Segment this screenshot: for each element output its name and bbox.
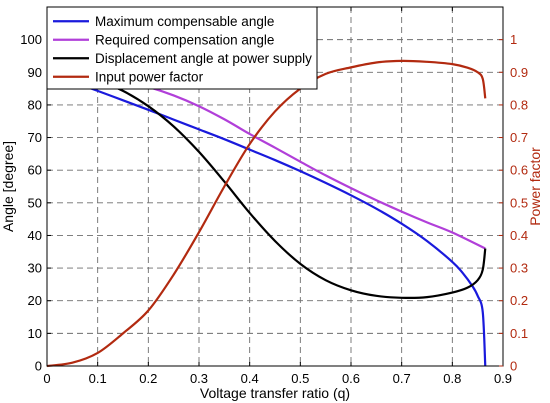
- x-tick-label: 0.6: [342, 371, 360, 386]
- y2-tick-label: 0.6: [510, 163, 528, 178]
- y-tick-label: 60: [28, 163, 42, 178]
- x-tick-labels: 0 0.1 0.2 0.3 0.4 0.5 0.6 0.7 0.8 0.9: [43, 371, 512, 386]
- series-line-input-power-factor: [46, 59, 487, 368]
- series-lines: [46, 59, 487, 368]
- legend-label-displacement-angle-at-power-supply: Displacement angle at power supply: [95, 51, 312, 66]
- y2-tick-label: 0.1: [510, 326, 528, 341]
- x-tick-label: 0.2: [139, 371, 157, 386]
- y-tick-label: 40: [28, 228, 42, 243]
- series-line-maximum-compensable-angle: [46, 71, 487, 367]
- x-axis-title: Voltage transfer ratio (q): [200, 385, 350, 401]
- x-tick-label: 0.9: [494, 371, 512, 386]
- series-line-required-compensation-angle: [46, 71, 486, 250]
- y-tick-label: 20: [28, 293, 42, 308]
- x-tick-label: 0: [43, 371, 50, 386]
- y2-tick-label: 0.2: [510, 293, 528, 308]
- legend-label-required-compensation-angle: Required compensation angle: [95, 32, 274, 47]
- y-tick-label: 100: [20, 32, 42, 47]
- y2-tick-labels: 0 0.1 0.2 0.3 0.4 0.5 0.6 0.7 0.8 0.9 1: [510, 32, 528, 373]
- legend-label-maximum-compensable-angle: Maximum compensable angle: [95, 14, 274, 29]
- y2-tick-label: 0.5: [510, 195, 528, 210]
- x-tick-label: 0.5: [291, 371, 309, 386]
- y2-tick-label: 1: [510, 32, 517, 47]
- y-axis-title: Angle [degree]: [0, 141, 16, 232]
- y-tick-labels: 0 10 20 30 40 50 60 70 80 90 100: [20, 32, 42, 373]
- y-tick-label: 90: [28, 65, 42, 80]
- x-tick-label: 0.1: [89, 371, 107, 386]
- y2-tick-label: 0: [510, 359, 517, 374]
- y-tick-label: 50: [28, 195, 42, 210]
- x-tick-label: 0.4: [241, 371, 259, 386]
- legend-box: [46, 6, 318, 90]
- y-tick-label: 10: [28, 326, 42, 341]
- x-tick-label: 0.8: [443, 371, 461, 386]
- y2-tick-label: 0.9: [510, 65, 528, 80]
- x-tick-label: 0.3: [190, 371, 208, 386]
- x-tick-label: 0.7: [393, 371, 411, 386]
- legend-label-input-power-factor: Input power factor: [95, 69, 204, 84]
- y-tick-label: 80: [28, 97, 42, 112]
- y-tick-label: 70: [28, 130, 42, 145]
- y-tick-label: 30: [28, 261, 42, 276]
- legend: Maximum compensable angle Required compen…: [46, 6, 318, 90]
- y2-axis-title: Power factor: [527, 147, 543, 226]
- series-line-displacement-angle-at-power-supply: [46, 71, 487, 300]
- y2-tick-label: 0.4: [510, 228, 528, 243]
- y2-tick-label: 0.7: [510, 130, 528, 145]
- y-tick-label: 0: [35, 359, 42, 374]
- y2-tick-label: 0.8: [510, 97, 528, 112]
- y2-tick-label: 0.3: [510, 261, 528, 276]
